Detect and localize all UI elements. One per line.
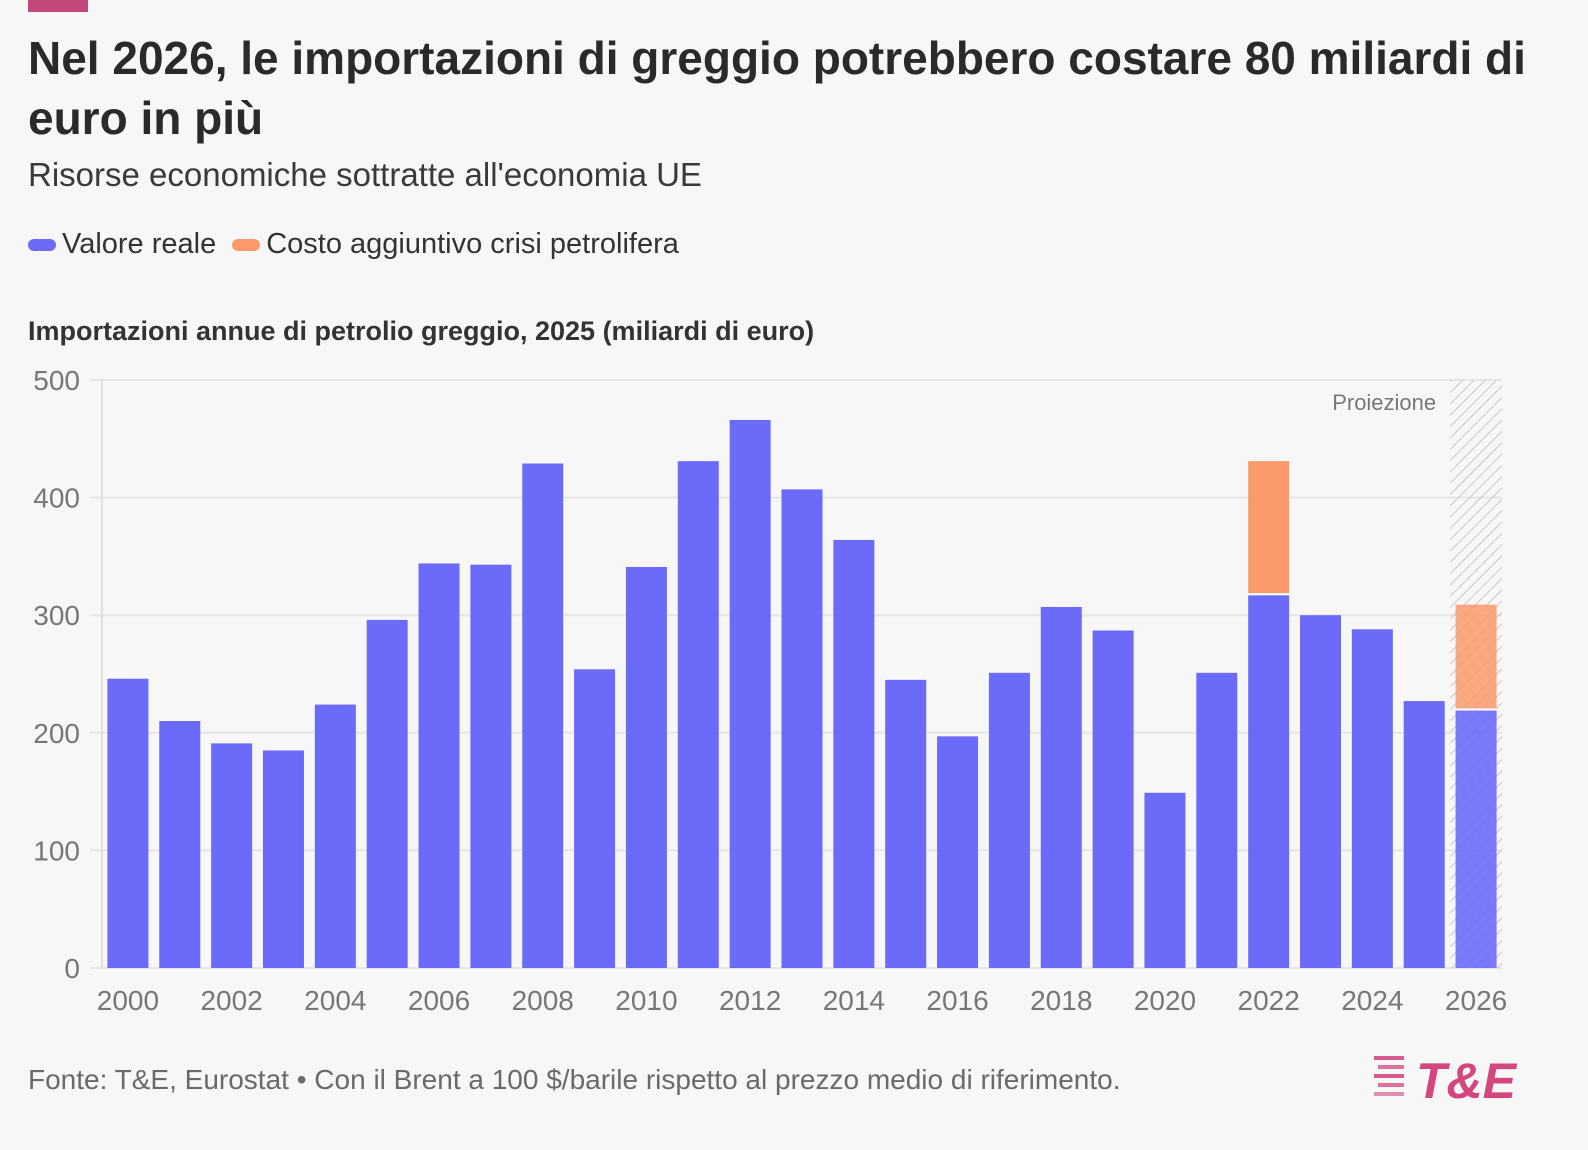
y-tick-label: 400 [33, 483, 80, 514]
x-tick-label: 2002 [200, 985, 262, 1016]
legend-item-real[interactable]: Valore reale [28, 228, 216, 261]
x-tick-label: 2012 [719, 985, 781, 1016]
accent-bar [28, 0, 88, 12]
te-logo: T&E [1374, 1053, 1518, 1108]
projection-label: Proiezione [1332, 390, 1436, 415]
bar-real-2020 [1144, 792, 1186, 968]
footer-source: Fonte: T&E, Eurostat • Con il Brent a 10… [28, 1064, 1121, 1095]
bar-real-2021 [1196, 672, 1238, 968]
bar-real-2018 [1040, 606, 1082, 968]
x-tick-label: 2006 [408, 985, 470, 1016]
bar-real-2006 [418, 563, 460, 968]
bar-real-2007 [470, 564, 512, 968]
x-tick-label: 2000 [97, 985, 159, 1016]
legend-swatch-extra [232, 238, 261, 251]
bar-chart: 0 100 200 300 400 500 Proiezione 2000 2002 2004 20… [33, 365, 1507, 1016]
bar-real-2023 [1300, 615, 1342, 968]
te-logo-text: T&E [1416, 1053, 1518, 1108]
bar-extra-2026 [1455, 604, 1497, 709]
y-tick-label: 200 [33, 718, 80, 749]
page-subtitle: Risorse economiche sottratte all'economi… [28, 156, 702, 193]
bar-real-2013 [781, 489, 823, 968]
te-logo-mark-icon [1374, 1056, 1404, 1096]
bar-real-2026 [1455, 710, 1497, 968]
bar-real-2011 [677, 461, 719, 968]
x-tick-label: 2016 [926, 985, 988, 1016]
bar-real-2002 [211, 743, 253, 968]
x-tick-label: 2020 [1134, 985, 1196, 1016]
bar-real-2015 [885, 679, 927, 968]
bar-real-2016 [937, 736, 979, 968]
x-tick-label: 2010 [615, 985, 677, 1016]
bar-real-2025 [1403, 701, 1445, 968]
y-tick-label: 500 [33, 365, 80, 396]
bar-real-2014 [833, 539, 875, 968]
x-tick-label: 2018 [1030, 985, 1092, 1016]
x-tick-label: 2004 [304, 985, 366, 1016]
bar-real-2001 [159, 721, 201, 968]
y-tick-label: 100 [33, 835, 80, 866]
bar-extra-2022 [1248, 461, 1290, 594]
chart-axis-title: Importazioni annue di petrolio greggio, … [28, 316, 815, 346]
page-title: Nel 2026, le importazioni di greggio pot… [28, 32, 1526, 144]
x-tick-label: 2024 [1341, 985, 1403, 1016]
y-tick-label: 0 [64, 953, 80, 984]
bar-real-2003 [262, 750, 304, 968]
bar-real-2010 [625, 566, 667, 968]
legend-label-extra: Costo aggiuntivo crisi petrolifera [266, 228, 679, 260]
legend-swatch-real [28, 238, 56, 251]
x-tick-label: 2026 [1445, 985, 1507, 1016]
x-tick-label: 2014 [823, 985, 885, 1016]
bar-real-2017 [988, 672, 1030, 968]
x-tick-label: 2022 [1238, 985, 1300, 1016]
bar-real-2008 [522, 463, 564, 968]
bar-real-2000 [107, 678, 149, 968]
bar-real-2005 [366, 619, 408, 968]
bar-real-2009 [574, 669, 616, 968]
bar-real-2019 [1092, 630, 1134, 968]
x-tick-label: 2008 [512, 985, 574, 1016]
y-tick-label: 300 [33, 600, 80, 631]
bar-real-2012 [729, 419, 771, 968]
bar-real-2024 [1351, 629, 1393, 968]
legend-item-extra[interactable]: Costo aggiuntivo crisi petrolifera [232, 228, 679, 261]
legend: Valore reale Costo aggiuntivo crisi petr… [28, 228, 695, 261]
legend-label-real: Valore reale [62, 228, 217, 260]
bar-real-2022 [1248, 595, 1290, 968]
bar-real-2004 [314, 704, 356, 968]
